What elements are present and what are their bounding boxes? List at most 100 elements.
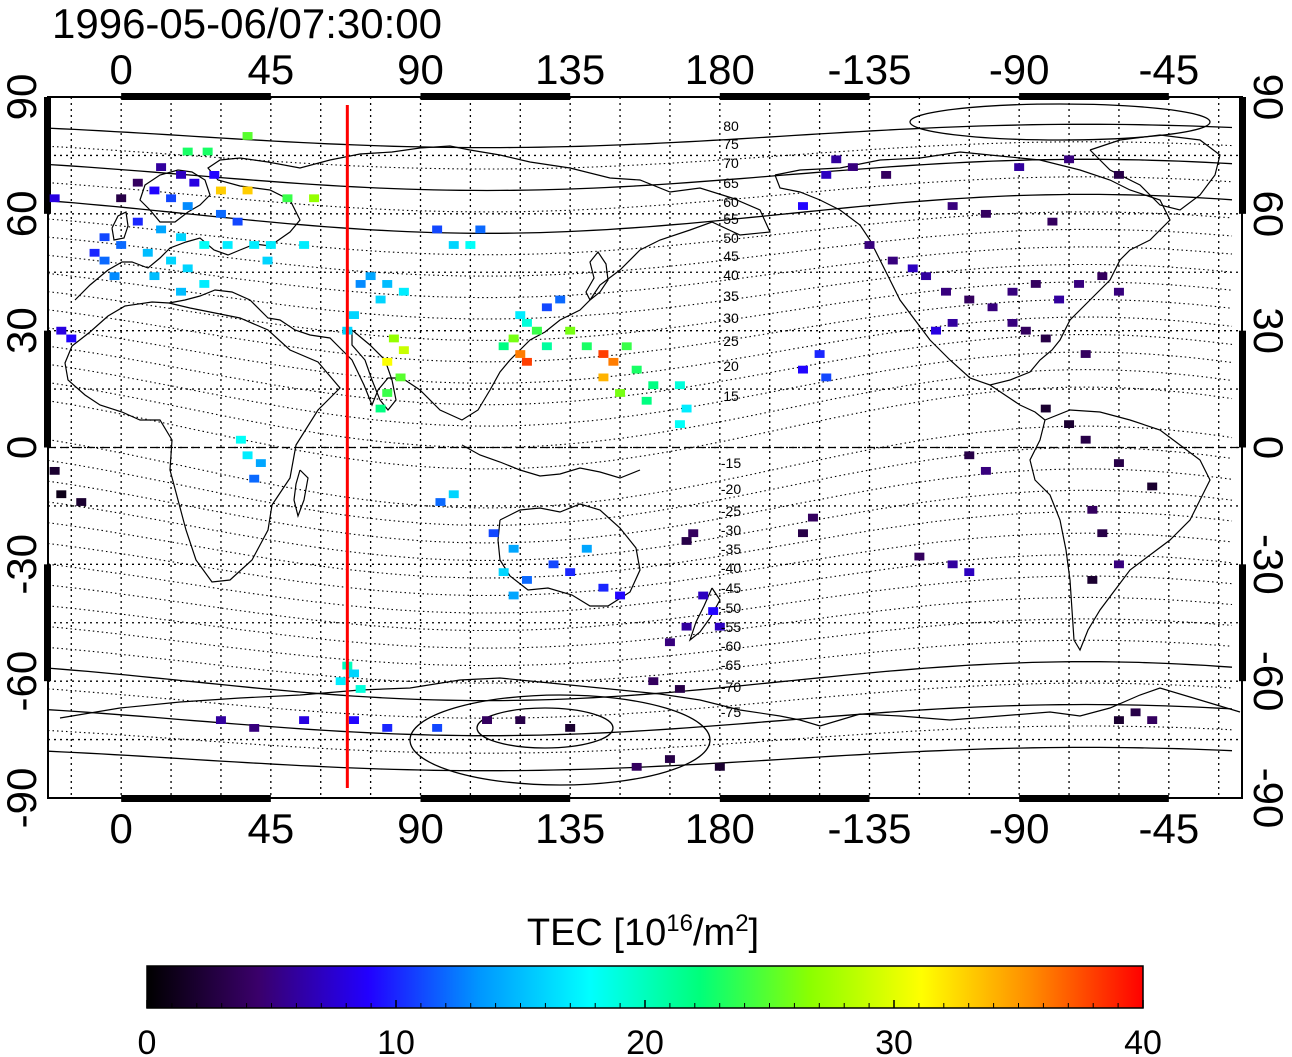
tec-data-point [941, 287, 951, 296]
tec-data-point [821, 170, 832, 179]
lon-tick-label: -90 [989, 805, 1050, 852]
tec-data-point [1080, 350, 1091, 358]
tec-data-point [807, 513, 818, 522]
contour-label: 70 [723, 155, 739, 171]
tec-data-point [249, 241, 260, 249]
tec-data-point [355, 685, 366, 693]
tec-data-point [215, 716, 226, 725]
tec-data-point [189, 178, 200, 187]
right-axis-bar [1239, 97, 1246, 682]
contour-label: -30 [721, 522, 741, 538]
contour-label: -35 [721, 541, 741, 557]
tec-data-point [648, 677, 659, 686]
coast-australia [497, 503, 641, 607]
lon-tick-labels-bottom: 0 45 90 135 180 -135 -90 -45 [109, 805, 1199, 852]
tec-data-point [541, 342, 552, 351]
tec-data-point [182, 264, 193, 273]
contour-label: -50 [721, 600, 741, 616]
tec-data-point [980, 209, 991, 218]
tec-data-point [149, 186, 160, 195]
coast-africa [64, 301, 341, 583]
lon-tick-label: -45 [1138, 46, 1199, 93]
lat-tick-label: 0 [0, 436, 45, 459]
contour-label: 50 [723, 230, 739, 246]
tec-data-point [262, 256, 273, 265]
left-axis-bar [44, 97, 51, 682]
contour-label: 55 [723, 211, 739, 227]
lon-tick-label: -135 [827, 46, 911, 93]
tec-data-point [907, 264, 918, 273]
tec-data-point [508, 544, 519, 553]
tec-data-point [1113, 459, 1124, 467]
coast-india [351, 329, 397, 411]
tec-data-point [348, 716, 359, 725]
tec-data-point [615, 591, 626, 600]
tec-data-point [215, 186, 226, 195]
tec-data-point [615, 389, 626, 397]
coast-scandinavia [139, 169, 211, 223]
tec-data-point [548, 560, 559, 569]
tec-data-point [541, 303, 552, 312]
tec-data-point [1030, 280, 1041, 288]
tec-data-point [475, 225, 486, 234]
tec-data-point [608, 357, 619, 366]
lat-tick-label: 0 [1245, 436, 1292, 459]
tec-data-point [89, 248, 100, 257]
tec-data-point [448, 490, 459, 499]
tec-data-point [375, 404, 386, 413]
tec-data-point [688, 529, 699, 538]
coast-indonesia [461, 444, 641, 479]
tec-data-point [714, 622, 725, 631]
tec-data-point [335, 677, 346, 686]
tec-data-point [1097, 272, 1108, 281]
lon-tick-label: 0 [109, 805, 132, 852]
colorbar-ticks: 0 10 20 30 40 [138, 1000, 1162, 1057]
tec-data-point [598, 373, 609, 382]
tec-data-point [432, 225, 443, 234]
tec-data-point [864, 241, 875, 249]
tec-data-point [621, 342, 632, 351]
tec-data-point [182, 147, 193, 156]
coast-japan [585, 250, 609, 301]
tec-data-point [282, 194, 293, 203]
tec-data-point [1113, 716, 1124, 725]
tec-data-point [382, 357, 393, 366]
contour-label: -75 [721, 704, 741, 720]
tec-data-point [521, 576, 532, 584]
tec-data-point [348, 669, 359, 678]
tec-data-point [482, 716, 493, 725]
contour-label: -15 [721, 455, 741, 471]
contour-label: -45 [721, 580, 741, 596]
tec-data-point [1054, 295, 1065, 304]
tec-data-point [202, 147, 213, 156]
tec-data-point [176, 170, 187, 179]
tec-data-point [116, 241, 127, 249]
tec-data-point [947, 560, 958, 569]
tec-data-point [375, 295, 386, 304]
coast-uk [111, 211, 129, 241]
colorbar-tick-label: 20 [626, 1024, 664, 1057]
tec-data-point [242, 186, 253, 195]
tec-data-point [648, 381, 659, 390]
tec-data-point [149, 272, 160, 281]
tec-data-point [56, 326, 67, 335]
bottom-axis-bar [121, 795, 1169, 802]
lat-tick-label: 60 [1245, 190, 1292, 237]
coast-greenland [1089, 134, 1221, 211]
tec-data-point [881, 170, 892, 179]
tec-data-point [708, 607, 719, 615]
tec-data-point [598, 583, 609, 592]
tec-data-point [235, 435, 246, 444]
coast-south-america [1029, 409, 1211, 652]
lat-tick-label: -90 [1245, 768, 1292, 829]
tec-data-point [199, 280, 210, 288]
tec-data-point [488, 529, 499, 538]
tec-data-point [681, 622, 692, 631]
tec-data-point [947, 318, 958, 327]
colorbar-tick-label: 0 [138, 1024, 157, 1057]
tec-data-point [116, 194, 127, 203]
tec-data-point [598, 350, 609, 358]
tec-data-point [1064, 420, 1075, 429]
lat-tick-label: -30 [0, 534, 45, 595]
